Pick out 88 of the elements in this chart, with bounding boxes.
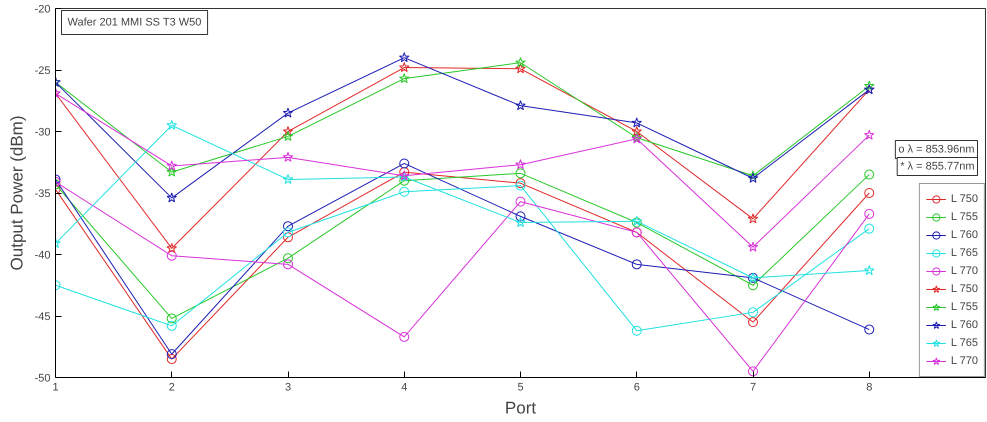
point [166, 250, 177, 261]
point [748, 366, 758, 376]
point [864, 224, 874, 234]
point [748, 280, 758, 290]
point [166, 349, 177, 360]
point [631, 126, 642, 136]
point [864, 130, 875, 140]
x-tick-label: 4 [401, 382, 408, 394]
x-tick-label: 5 [517, 382, 524, 394]
legend-label: L 765 [950, 336, 978, 351]
point [283, 221, 293, 232]
point [166, 320, 177, 331]
legend-label: L 755 [950, 210, 978, 225]
point [283, 253, 293, 264]
point [283, 259, 293, 270]
point [398, 52, 410, 62]
point [516, 196, 526, 207]
point [282, 108, 294, 118]
legend-label: L 760 [950, 228, 978, 243]
x-tick-label: 6 [634, 382, 640, 394]
point [515, 217, 526, 228]
point [399, 158, 410, 168]
annotation: o λ = 853.96nm [898, 144, 975, 156]
point [748, 242, 758, 252]
point [398, 73, 410, 84]
x-tick-label: 7 [750, 382, 756, 394]
point [515, 100, 526, 110]
y-tick-label: -25 [34, 65, 51, 77]
point [166, 166, 178, 177]
point [282, 130, 294, 141]
point [516, 211, 526, 222]
annotation: Wafer 201 MMI SS T3 W50 [68, 16, 202, 28]
point [864, 264, 875, 276]
point [166, 120, 178, 130]
point [748, 317, 758, 328]
y-tick-label: -40 [34, 250, 51, 262]
x-tick-label: 8 [866, 382, 872, 394]
point [399, 167, 410, 178]
point [399, 186, 410, 197]
x-tick-label: 2 [168, 382, 175, 394]
point [399, 332, 410, 342]
point [282, 152, 294, 162]
x-axis-title: Port [504, 398, 536, 418]
point [166, 242, 178, 253]
legend-label: L 750 [950, 282, 978, 297]
y-axis-title: Output Power (dBm) [8, 116, 27, 270]
annotation: * λ = 855.77nm [900, 160, 975, 172]
y-tick-label: -20 [34, 4, 51, 16]
legend-label: L 755 [950, 300, 978, 315]
point [515, 159, 526, 170]
point [748, 307, 758, 318]
point [748, 170, 758, 180]
point [748, 172, 758, 183]
point [283, 232, 293, 242]
point [516, 168, 526, 178]
y-tick-label: -45 [34, 311, 51, 323]
point [166, 354, 177, 364]
point [516, 178, 526, 188]
point [864, 80, 875, 91]
legend-label: L 760 [950, 318, 978, 333]
legend-label: L 770 [950, 264, 978, 279]
legend-label: L 750 [950, 192, 978, 207]
point [398, 62, 410, 72]
point [864, 188, 874, 198]
y-tick-label: -50 [34, 372, 51, 384]
point [166, 313, 177, 324]
legend-label: L 770 [950, 354, 978, 369]
point [631, 117, 642, 128]
point [282, 174, 294, 184]
point [515, 57, 526, 68]
point [864, 170, 874, 180]
legend-label: L 765 [950, 246, 978, 261]
point [515, 63, 526, 74]
point [283, 227, 293, 238]
x-tick-label: 1 [52, 382, 59, 394]
point [166, 192, 178, 202]
x-tick-label: 3 [284, 382, 292, 394]
point [282, 126, 294, 136]
point [632, 326, 642, 336]
point [632, 259, 642, 270]
point [399, 176, 410, 186]
y-tick-label: -35 [34, 188, 51, 200]
y-tick-label: -30 [34, 126, 51, 138]
point [516, 180, 526, 191]
point [748, 213, 758, 224]
point [864, 324, 874, 335]
point [864, 208, 874, 219]
point [166, 160, 178, 170]
